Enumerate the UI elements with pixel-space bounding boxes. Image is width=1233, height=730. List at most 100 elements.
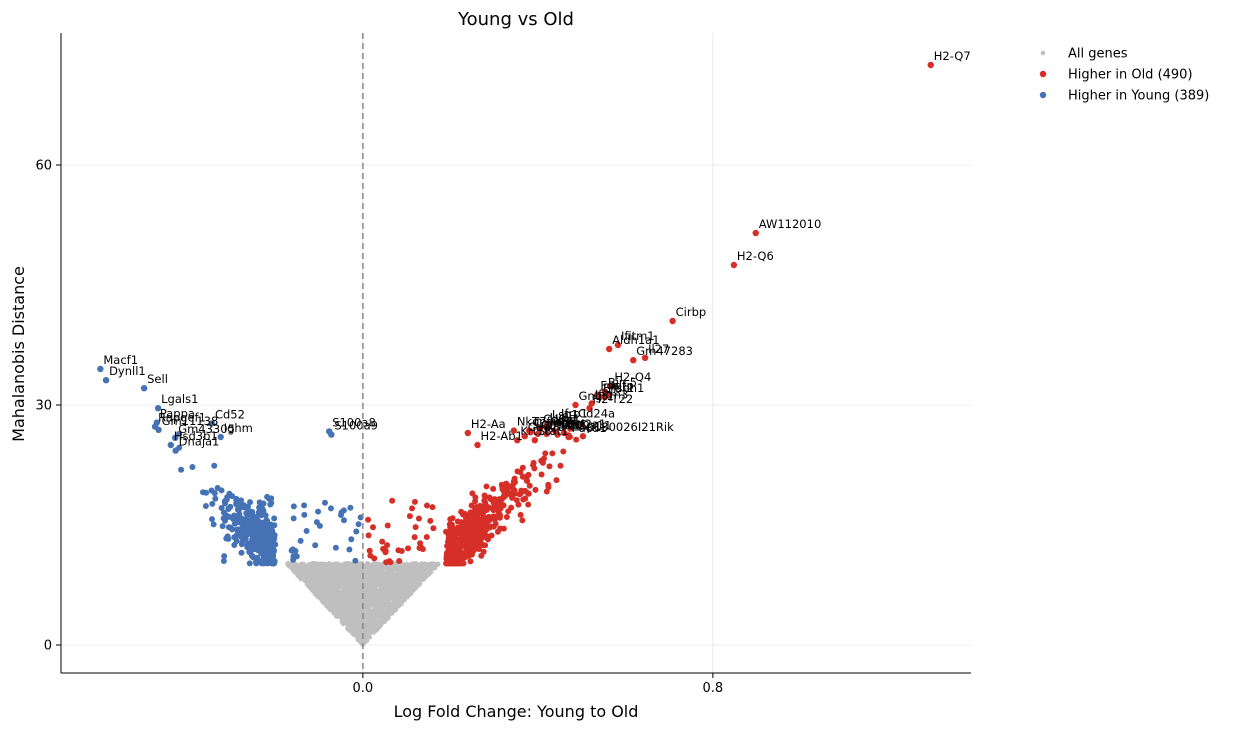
point-all-genes [376, 624, 382, 630]
point-higher-in-young [220, 509, 227, 516]
legend-label-all: All genes [1068, 47, 1128, 62]
point-higher-in-old [502, 493, 509, 500]
point-all-genes [385, 608, 391, 614]
point-higher-in-old [458, 508, 465, 515]
point-higher-in-old [382, 549, 389, 556]
point-higher-in-old [479, 524, 486, 531]
point-labeled-gene [571, 419, 579, 426]
point-all-genes [397, 584, 403, 590]
point-higher-in-old [365, 532, 372, 539]
point-higher-in-old [366, 547, 373, 554]
point-higher-in-old [456, 560, 463, 567]
point-higher-in-young [223, 496, 230, 503]
gene-label: Stat1 [538, 424, 569, 438]
point-all-genes [402, 575, 408, 580]
point-all-genes [398, 570, 404, 575]
y-axis-label: Mahalanobis Distance [9, 266, 28, 442]
point-all-genes [353, 583, 358, 589]
point-higher-in-young [254, 555, 261, 562]
point-all-genes [368, 568, 374, 574]
point-higher-in-old [525, 471, 532, 478]
gene-label: H2-Aa [471, 417, 506, 431]
point-higher-in-old [476, 519, 483, 526]
point-all-genes [362, 609, 368, 615]
point-higher-in-old [406, 513, 413, 520]
gene-label: Cd8b1 [543, 412, 580, 426]
point-higher-in-young [211, 490, 218, 497]
point-higher-in-old [492, 520, 499, 527]
point-higher-in-young [260, 500, 267, 507]
point-higher-in-young [337, 512, 344, 519]
point-labeled-gene [208, 420, 216, 427]
point-higher-in-young [266, 527, 273, 534]
point-all-genes [286, 562, 292, 567]
point-all-genes [322, 599, 327, 605]
point-higher-in-old [409, 505, 416, 512]
gene-label: H2-T22 [593, 392, 634, 406]
point-all-genes [339, 591, 344, 596]
point-all-genes [405, 591, 411, 597]
point-higher-in-young [258, 550, 265, 557]
point-labeled-gene [927, 61, 934, 69]
point-labeled-gene [543, 423, 550, 430]
point-higher-in-young [249, 509, 256, 516]
point-labeled-gene [155, 426, 162, 433]
point-higher-in-young [301, 511, 308, 518]
point-higher-in-old [538, 471, 545, 478]
point-higher-in-old [427, 517, 434, 524]
point-all-genes [367, 600, 373, 606]
point-higher-in-old [383, 559, 390, 566]
gene-label: Nkg7 [517, 415, 547, 429]
point-higher-in-young [261, 523, 268, 530]
point-all-genes [385, 579, 391, 585]
point-higher-in-old [516, 491, 523, 498]
point-higher-in-young [340, 517, 347, 524]
point-all-genes [377, 562, 383, 567]
point-higher-in-old [573, 436, 580, 443]
point-all-genes [337, 612, 343, 617]
x-tick-label: 0.0 [353, 681, 374, 696]
gene-label: Birc5 [608, 375, 637, 389]
point-all-genes [355, 609, 361, 615]
point-labeled-gene [97, 365, 104, 373]
point-higher-in-old [405, 545, 412, 552]
legend-marker-young [1039, 91, 1047, 99]
point-all-genes [336, 578, 342, 584]
point-higher-in-old [511, 479, 518, 486]
point-higher-in-old [451, 560, 458, 567]
point-higher-in-young [176, 430, 183, 437]
point-labeled-gene [565, 433, 572, 441]
point-all-genes [381, 571, 386, 577]
point-all-genes [430, 565, 436, 571]
point-higher-in-young [264, 493, 271, 500]
point-higher-in-old [453, 551, 460, 558]
point-higher-in-young [241, 504, 248, 511]
axes: 0.0 0.8 0 30 60 [35, 33, 971, 696]
point-higher-in-young [231, 534, 238, 541]
point-all-genes [327, 569, 333, 575]
point-all-genes [333, 573, 338, 579]
point-higher-in-young [260, 507, 267, 514]
point-higher-in-young [249, 526, 256, 533]
point-higher-in-young [254, 540, 261, 547]
point-higher-in-young [220, 557, 227, 564]
point-higher-in-old [365, 516, 372, 523]
point-all-genes [342, 566, 348, 572]
point-all-genes [341, 602, 347, 608]
point-higher-in-young [290, 556, 297, 563]
point-higher-in-old [488, 532, 495, 539]
point-all-genes [305, 582, 311, 587]
point-higher-in-old [467, 525, 474, 532]
point-higher-in-old [472, 511, 479, 518]
gene-label: Hsd3b1 [174, 429, 218, 443]
gene-label: Cd74 [541, 418, 571, 432]
point-higher-in-old [467, 558, 474, 565]
point-all-genes [414, 565, 420, 571]
point-higher-in-young [256, 519, 263, 526]
point-higher-in-old [448, 543, 455, 550]
point-higher-in-young [353, 528, 360, 535]
gene-label: Cd52 [215, 407, 245, 421]
gene-label: Tnfrsf4 [531, 415, 572, 429]
point-higher-in-young [315, 508, 322, 515]
point-all-genes [421, 565, 427, 571]
